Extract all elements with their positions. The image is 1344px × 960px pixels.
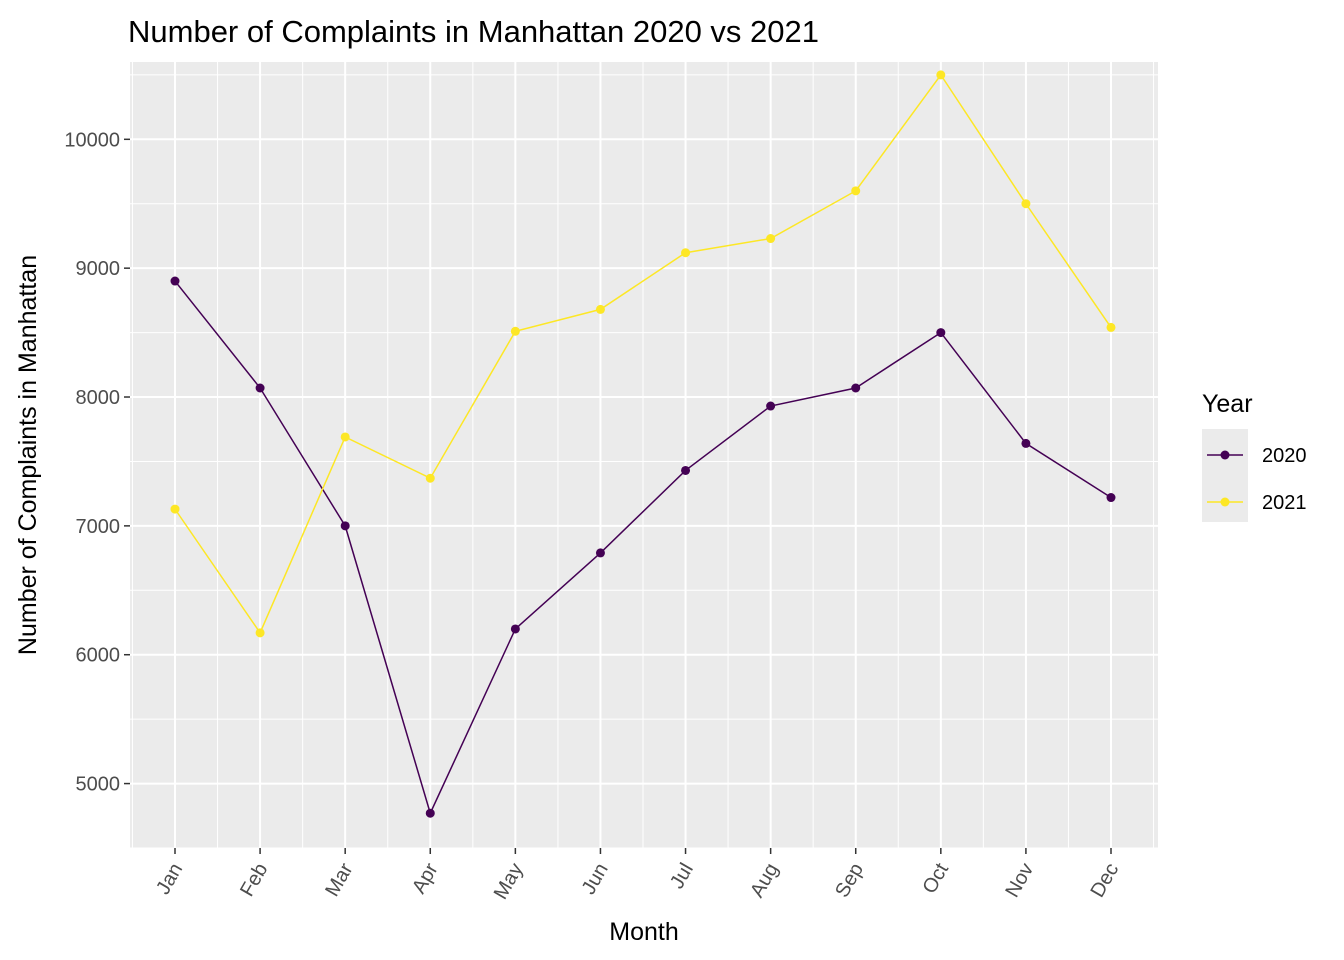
y-axis: 5000 6000 7000 8000 9000 10000: [64, 129, 130, 796]
data-point-2021-Apr: [425, 473, 435, 483]
major-gridlines: [130, 62, 1158, 848]
legend-title: Year: [1202, 390, 1253, 418]
data-point-2021-Nov: [1021, 199, 1031, 209]
x-tick-label: Aug: [746, 860, 783, 902]
data-point-2020-Jan: [170, 276, 180, 286]
data-point-2021-Mar: [340, 432, 350, 442]
y-tick-label: 8000: [76, 387, 121, 409]
series-layer: [170, 70, 1116, 818]
y-tick-label: 5000: [76, 774, 121, 796]
legend-key-background: [1202, 429, 1248, 522]
data-point-2020-Jul: [681, 465, 691, 475]
data-point-2021-Dec: [1106, 322, 1116, 332]
x-tick-label: Nov: [1001, 860, 1038, 902]
x-tick-label: May: [490, 860, 528, 904]
x-tick-label: Jun: [578, 860, 613, 899]
minor-gridlines: [130, 62, 1158, 849]
data-point-2020-Mar: [340, 521, 350, 531]
chart-title: Number of Complaints in Manhattan 2020 v…: [128, 14, 819, 49]
plot-panel: [130, 62, 1158, 848]
legend-key-point-2020: [1220, 450, 1230, 460]
x-tick-label: Apr: [408, 859, 443, 897]
series-line-2020: [174, 280, 1112, 816]
x-axis: Jan Feb Mar Apr May Jun Jul Aug Sep Oct Nov Dec: [152, 848, 1123, 903]
data-point-2020-Nov: [1021, 438, 1031, 448]
x-tick-label: Feb: [236, 860, 272, 901]
y-tick-label: 9000: [76, 258, 121, 280]
data-point-2020-Sep: [851, 383, 861, 393]
data-point-2021-Jun: [595, 304, 605, 314]
data-point-2020-Jun: [595, 548, 605, 558]
x-tick-label: Sep: [831, 860, 868, 902]
y-tick-label: 10000: [64, 129, 120, 151]
data-point-2021-May: [510, 326, 520, 336]
x-tick-label: Jul: [666, 860, 698, 893]
y-axis-title: Number of Complaints in Manhattan: [14, 255, 42, 655]
x-tick-label: Jan: [152, 860, 187, 899]
x-tick-label: Mar: [321, 859, 357, 900]
x-tick-label: Oct: [919, 859, 954, 897]
y-tick-label: 6000: [76, 645, 121, 667]
data-point-2020-Feb: [255, 383, 265, 393]
legend: Year 2020 2021: [1202, 390, 1307, 522]
data-point-2020-May: [510, 624, 520, 634]
data-point-2021-Jan: [170, 504, 180, 514]
data-point-2021-Jul: [681, 248, 691, 258]
x-axis-title: Month: [609, 918, 678, 946]
data-point-2020-Aug: [766, 401, 776, 411]
data-point-2020-Apr: [425, 808, 435, 818]
legend-key-point-2021: [1220, 497, 1230, 507]
y-tick-label: 7000: [76, 516, 121, 538]
x-tick-label: Dec: [1086, 860, 1123, 902]
data-point-2021-Feb: [255, 628, 265, 638]
data-point-2021-Aug: [766, 234, 776, 244]
legend-label-2020: 2020: [1262, 445, 1307, 467]
data-point-2020-Dec: [1106, 493, 1116, 503]
data-point-2020-Oct: [936, 328, 946, 338]
legend-label-2021: 2021: [1262, 492, 1307, 514]
series-line-2021: [174, 73, 1112, 635]
data-point-2021-Oct: [936, 70, 946, 80]
data-point-2021-Sep: [851, 186, 861, 196]
